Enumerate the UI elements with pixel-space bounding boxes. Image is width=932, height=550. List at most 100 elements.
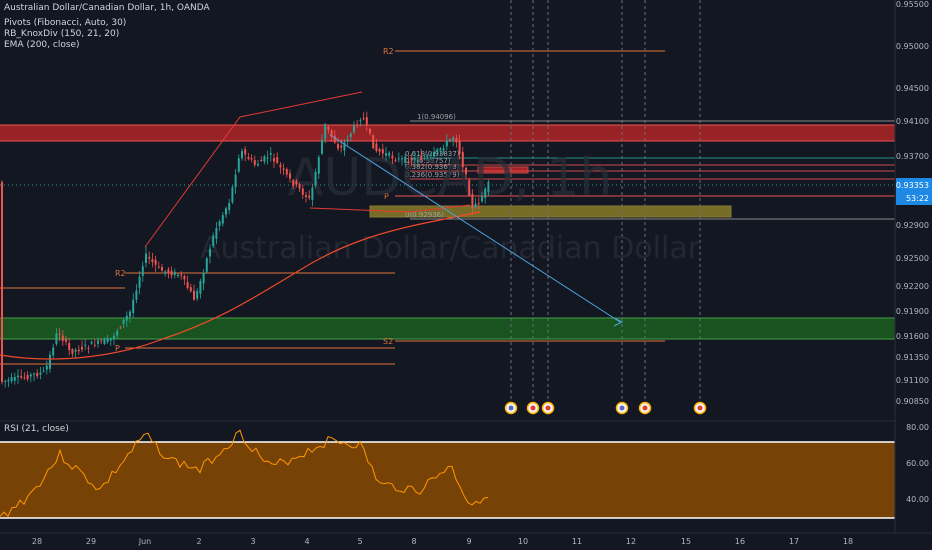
candle-body <box>173 271 176 275</box>
candle-body <box>164 271 167 274</box>
candle-body <box>241 151 243 159</box>
candle-body <box>247 157 250 160</box>
candle-body <box>468 180 471 196</box>
candle-body <box>221 215 224 224</box>
price-tick-8: 0.92200 <box>896 282 929 291</box>
time-label-9: 10 <box>518 537 528 546</box>
candle-body <box>273 158 275 162</box>
rsi-legend[interactable]: RSI (21, close) <box>4 424 69 434</box>
fib-label-2: 0.5(0.93757) <box>405 157 451 165</box>
candle-body <box>257 163 259 166</box>
candle-body <box>68 342 71 350</box>
candle-body <box>282 168 285 170</box>
fib-label-5: 0(0.92936) <box>405 211 444 219</box>
candle-body <box>308 195 311 198</box>
candle-body <box>317 157 320 174</box>
candle-body <box>417 160 419 162</box>
candle-body <box>445 140 448 147</box>
candle-body <box>250 158 253 160</box>
candle-body <box>29 374 32 377</box>
price-tick-7: 0.92500 <box>896 254 929 263</box>
candle-body <box>119 327 122 329</box>
candle-body <box>449 139 451 142</box>
price-tick-6: 0.92900 <box>896 221 929 230</box>
divergence-line-upper <box>144 91 363 248</box>
economic-event-flag-2 <box>545 405 551 411</box>
candle-body <box>154 259 157 265</box>
candle-body <box>234 174 237 188</box>
watermark-symbol: AUDCAD, 1h <box>288 148 613 208</box>
candle-body <box>20 376 23 378</box>
economic-event-flag-5 <box>697 405 703 411</box>
candle-body <box>429 155 432 157</box>
fib-label-4: 0.236(0.93579) <box>405 171 460 179</box>
time-label-2: Jun <box>138 537 152 546</box>
candle-body <box>285 169 288 175</box>
candle-body <box>289 173 291 179</box>
time-label-7: 8 <box>411 537 416 546</box>
candles-layer <box>1 111 490 388</box>
candle-body <box>413 157 416 160</box>
indicator-legend-ema[interactable]: EMA (200, close) <box>4 40 80 50</box>
candle-body <box>372 135 375 149</box>
candle-body <box>49 354 51 369</box>
candle-body <box>141 266 144 276</box>
candle-body <box>23 377 26 379</box>
time-label-0: 28 <box>32 537 42 546</box>
rsi-axis[interactable]: 80.00 60.00 40.00 <box>906 423 929 504</box>
candle-body <box>55 333 58 345</box>
resistance-zone <box>0 125 895 141</box>
candle-body <box>199 281 202 294</box>
candle-body <box>90 341 93 344</box>
candle-body <box>100 340 103 342</box>
candle-body <box>237 158 240 172</box>
candle-body <box>407 161 410 163</box>
candle-body <box>45 365 48 370</box>
candle-body <box>209 248 211 257</box>
candle-body <box>196 290 199 299</box>
candle-body <box>193 290 195 300</box>
price-axis[interactable]: 0.95500 0.95000 0.94500 0.94100 0.93700 0.929… <box>896 0 932 406</box>
time-label-13: 16 <box>735 537 745 546</box>
candle-body <box>7 379 10 382</box>
candle-body <box>52 347 55 356</box>
candle-body <box>346 139 349 142</box>
indicator-legend-knoxdiv[interactable]: RB_KnoxDiv (150, 21, 20) <box>4 29 120 39</box>
candle-body <box>218 221 221 226</box>
candle-body <box>333 135 336 143</box>
price-tick-12: 0.91100 <box>896 376 929 385</box>
time-axis[interactable]: 28 29 Jun 2 3 4 5 8 9 10 11 12 15 16 17 18 <box>32 537 853 546</box>
candle-body <box>212 235 215 247</box>
divergence-line-lower <box>309 204 471 213</box>
price-tick-3: 0.94100 <box>896 117 929 126</box>
candle-body <box>327 126 330 130</box>
candle-body <box>260 160 263 162</box>
candle-body <box>471 194 474 209</box>
candle-body <box>231 187 234 203</box>
candle-body <box>26 374 29 380</box>
candle-body <box>477 203 480 205</box>
indicator-legend-pivots[interactable]: Pivots (Fibonacci, Auto, 30) <box>4 18 127 28</box>
candle-body <box>170 270 173 276</box>
projection-trendline <box>329 134 621 323</box>
candle-body <box>461 152 464 168</box>
rsi-tick-2: 40.00 <box>906 495 929 504</box>
candle-body <box>330 130 333 137</box>
candle-body <box>340 145 343 148</box>
candle-body <box>135 290 138 300</box>
candle-body <box>161 267 163 271</box>
symbol-legend[interactable]: Australian Dollar/Canadian Dollar, 1h, O… <box>4 3 210 13</box>
candle-body <box>301 188 304 195</box>
zones-layer <box>0 124 895 340</box>
candle-body <box>58 333 61 335</box>
candle-body <box>148 256 151 259</box>
time-label-15: 18 <box>843 537 853 546</box>
economic-event-flag-0 <box>508 405 514 411</box>
candle-body <box>145 253 147 264</box>
candle-body <box>474 203 477 208</box>
candle-body <box>292 180 295 186</box>
price-tick-13: 0.90850 <box>896 397 929 406</box>
candle-body <box>324 124 327 140</box>
time-label-11: 12 <box>626 537 636 546</box>
